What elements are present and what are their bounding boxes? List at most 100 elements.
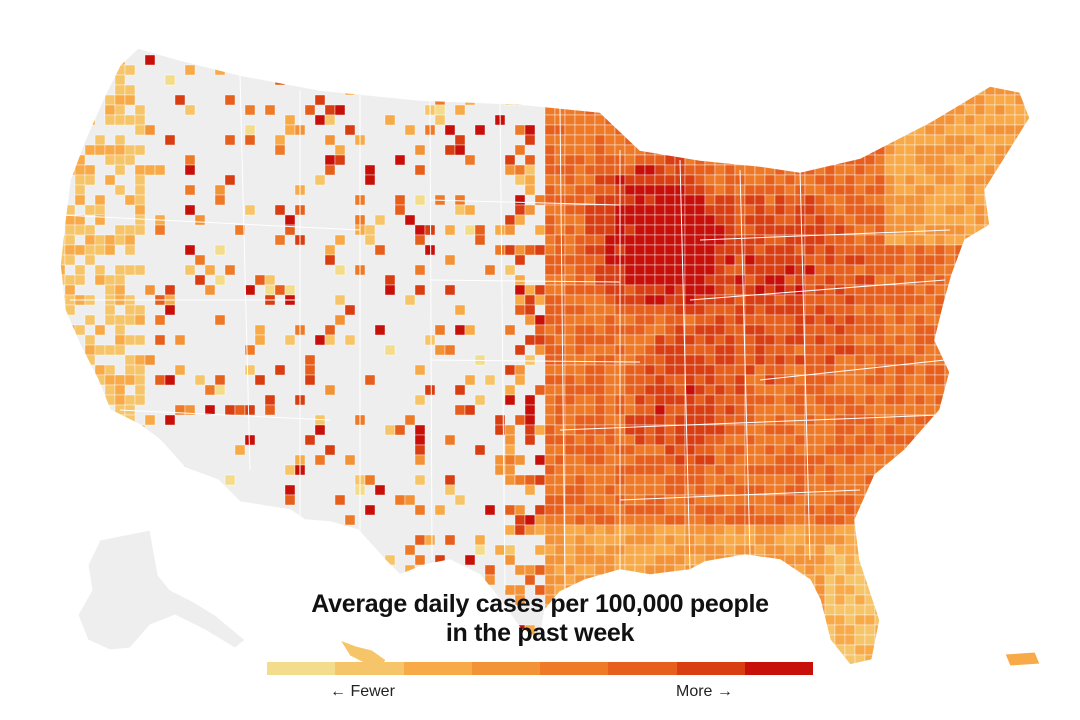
county-cell: [894, 214, 906, 226]
county-cell: [664, 324, 676, 336]
county-cell: [1024, 414, 1030, 426]
county-cell: [894, 574, 906, 586]
county-cell: [904, 404, 916, 416]
county-cell: [784, 204, 796, 216]
county-cell: [854, 54, 866, 66]
county-cell: [794, 534, 806, 546]
county-cell: [604, 534, 616, 546]
county-cell: [624, 344, 636, 356]
county-cell: [894, 164, 906, 176]
county-cell: [854, 114, 866, 126]
county-cell: [524, 414, 536, 426]
county-cell: [664, 464, 676, 476]
county-cell: [594, 274, 606, 286]
county-cell: [334, 234, 346, 246]
county-cell: [664, 84, 676, 96]
county-cell: [694, 114, 706, 126]
county-cell: [704, 524, 716, 536]
county-cell: [60, 124, 66, 136]
county-cell: [974, 474, 986, 486]
county-cell: [564, 574, 576, 586]
county-cell: [934, 94, 946, 106]
county-cell: [674, 334, 686, 346]
county-cell: [914, 334, 926, 346]
county-cell: [554, 494, 566, 506]
legend-swatch-6: [608, 662, 677, 675]
county-cell: [644, 514, 656, 526]
county-cell: [964, 274, 976, 286]
county-cell: [434, 554, 446, 566]
county-cell: [114, 134, 126, 146]
county-cell: [264, 394, 276, 406]
county-cell: [584, 474, 596, 486]
county-cell: [1014, 574, 1026, 586]
county-cell: [954, 124, 966, 136]
county-cell: [554, 364, 566, 376]
county-cell: [914, 404, 926, 416]
county-cell: [904, 634, 916, 646]
county-cell: [64, 614, 76, 626]
county-cell: [944, 404, 956, 416]
county-cell: [414, 364, 426, 376]
county-cell: [954, 284, 966, 296]
county-cell: [964, 614, 976, 626]
county-cell: [644, 164, 656, 176]
county-cell: [764, 64, 776, 76]
county-cell: [844, 54, 856, 66]
county-cell: [954, 274, 966, 286]
county-cell: [964, 84, 976, 96]
county-cell: [684, 274, 696, 286]
county-cell: [434, 324, 446, 336]
county-cell: [984, 394, 996, 406]
county-cell: [894, 264, 906, 276]
county-cell: [714, 344, 726, 356]
county-cell: [84, 254, 96, 266]
county-cell: [674, 244, 686, 256]
county-cell: [834, 294, 846, 306]
county-cell: [654, 434, 666, 446]
county-cell: [134, 184, 146, 196]
county-cell: [60, 434, 66, 446]
county-cell: [854, 174, 866, 186]
county-cell: [514, 594, 526, 606]
county-cell: [84, 474, 96, 486]
county-cell: [714, 484, 726, 496]
county-cell: [1014, 354, 1026, 366]
county-cell: [464, 94, 476, 106]
county-cell: [754, 344, 766, 356]
county-cell: [824, 48, 836, 56]
county-cell: [544, 234, 556, 246]
county-cell: [124, 94, 136, 106]
county-cell: [864, 414, 876, 426]
county-cell: [634, 244, 646, 256]
county-cell: [434, 564, 446, 576]
county-cell: [504, 424, 516, 436]
county-cell: [324, 164, 336, 176]
county-cell: [544, 54, 556, 66]
county-cell: [344, 334, 356, 346]
county-cell: [974, 644, 986, 656]
county-cell: [894, 534, 906, 546]
county-cell: [784, 74, 796, 86]
county-cell: [774, 324, 786, 336]
county-cell: [854, 64, 866, 76]
county-cell: [934, 524, 946, 536]
legend-title-line-2: in the past week: [445, 619, 635, 647]
county-cell: [594, 314, 606, 326]
county-cell: [674, 54, 686, 66]
county-cell: [844, 404, 856, 416]
county-cell: [854, 94, 866, 106]
county-cell: [964, 454, 976, 466]
county-cell: [654, 504, 666, 516]
county-cell: [774, 414, 786, 426]
county-cell: [974, 544, 986, 556]
county-cell: [774, 194, 786, 206]
county-cell: [84, 74, 96, 86]
county-cell: [604, 544, 616, 556]
county-cell: [1014, 204, 1026, 216]
county-cell: [124, 224, 136, 236]
county-cell: [844, 274, 856, 286]
county-cell: [704, 174, 716, 186]
county-cell: [534, 454, 546, 466]
county-cell: [204, 654, 216, 665]
